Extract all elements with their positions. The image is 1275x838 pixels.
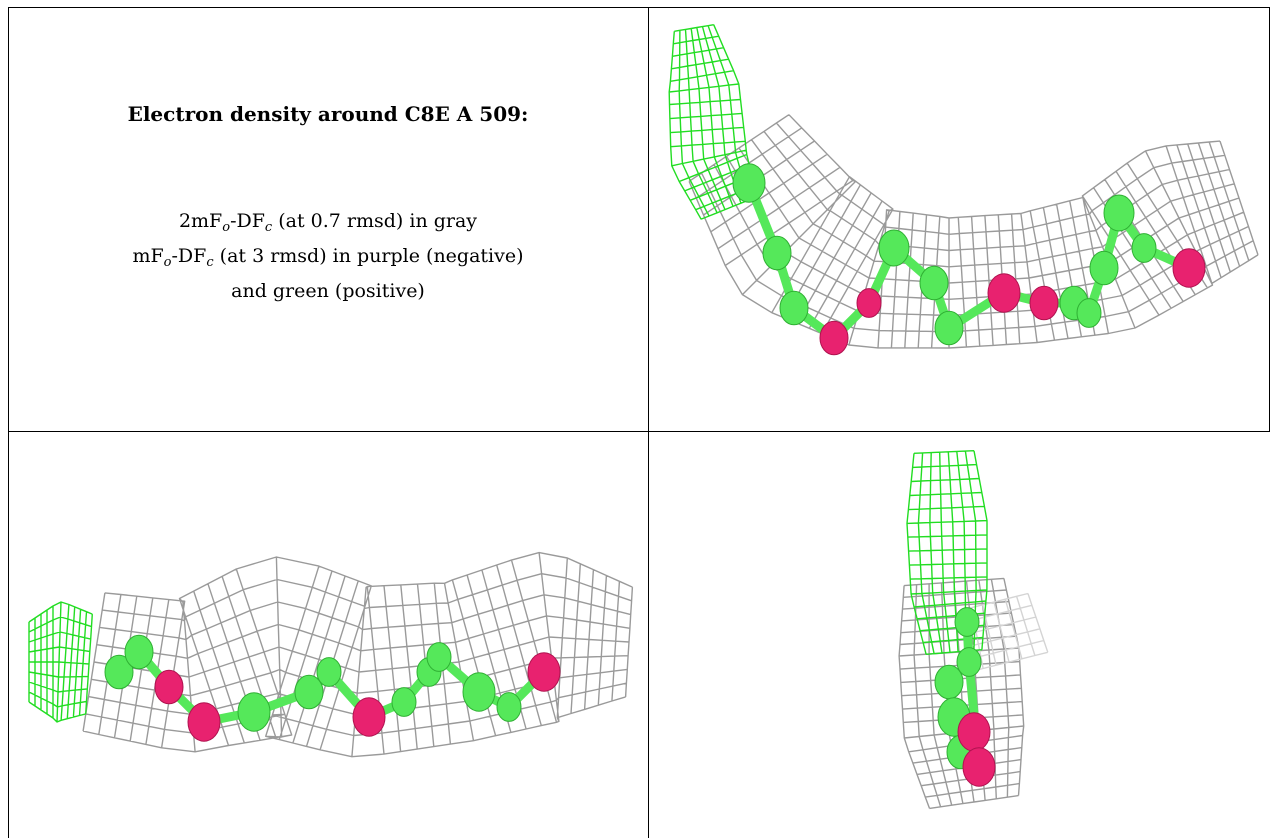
atoms [732,163,1206,356]
border-left [8,7,9,838]
carbon-atom [1131,233,1157,263]
carbon-atom [237,692,271,732]
carbon-atom [294,674,324,710]
carbon-atom [124,634,154,670]
mesh-lines [28,601,93,723]
caption-body: 2mFo-DFc (at 0.7 rmsd) in gray mFo-DFc (… [8,207,648,306]
mesh-fofc-positive [668,24,758,220]
oxygen-atom [352,697,386,737]
view-top-right [649,8,1269,430]
mesh-lines [906,450,988,655]
carbon-atom [762,235,792,271]
caption-title: Electron density around C8E A 509: [127,102,529,126]
carbon-atom [954,607,980,637]
mesh-fofc-positive [28,601,93,723]
carbon-atom [1089,250,1119,286]
border-top [8,7,1270,8]
carbon-atom [104,654,134,690]
oxygen-atom [856,288,882,318]
oxygen-atom [187,702,221,742]
view-bottom-left [9,432,648,838]
oxygen-atom [154,669,184,705]
caption-line-1: 2mFo-DFc (at 0.7 rmsd) in gray [178,210,478,235]
oxygen-atom [962,747,996,787]
carbon-atom [1076,298,1102,328]
carbon-atom [732,163,766,203]
mesh-fofc-positive [906,450,988,655]
oxygen-atom [987,273,1021,313]
border-right [1269,7,1270,431]
oxygen-atom [527,652,561,692]
carbon-atom [779,290,809,326]
carbon-atom [878,229,910,267]
atoms [934,607,996,787]
border-middle-row [8,431,1270,432]
figure-grid: Electron density around C8E A 509: 2mFo-… [8,7,1270,838]
carbon-atom [426,642,452,672]
caption-line-3: and green (positive) [231,280,425,302]
caption-cell: Electron density around C8E A 509: 2mFo-… [8,7,648,431]
view-bottom-right [649,432,1270,838]
carbon-atom [934,310,964,346]
mesh-lines [668,24,758,220]
atoms [104,634,561,742]
carbon-atom [496,692,522,722]
carbon-atom [919,265,949,301]
carbon-atom [316,657,342,687]
oxygen-atom [1029,285,1059,321]
carbon-atom [956,647,982,677]
carbon-atom [462,672,496,712]
border-middle [648,7,649,838]
oxygen-atom [819,320,849,356]
oxygen-atom [957,712,991,752]
oxygen-atom [1172,248,1206,288]
carbon-atom [1103,194,1135,232]
caption-line-2: mFo-DFc (at 3 rmsd) in purple (negative) [132,245,524,270]
carbon-atom [391,687,417,717]
